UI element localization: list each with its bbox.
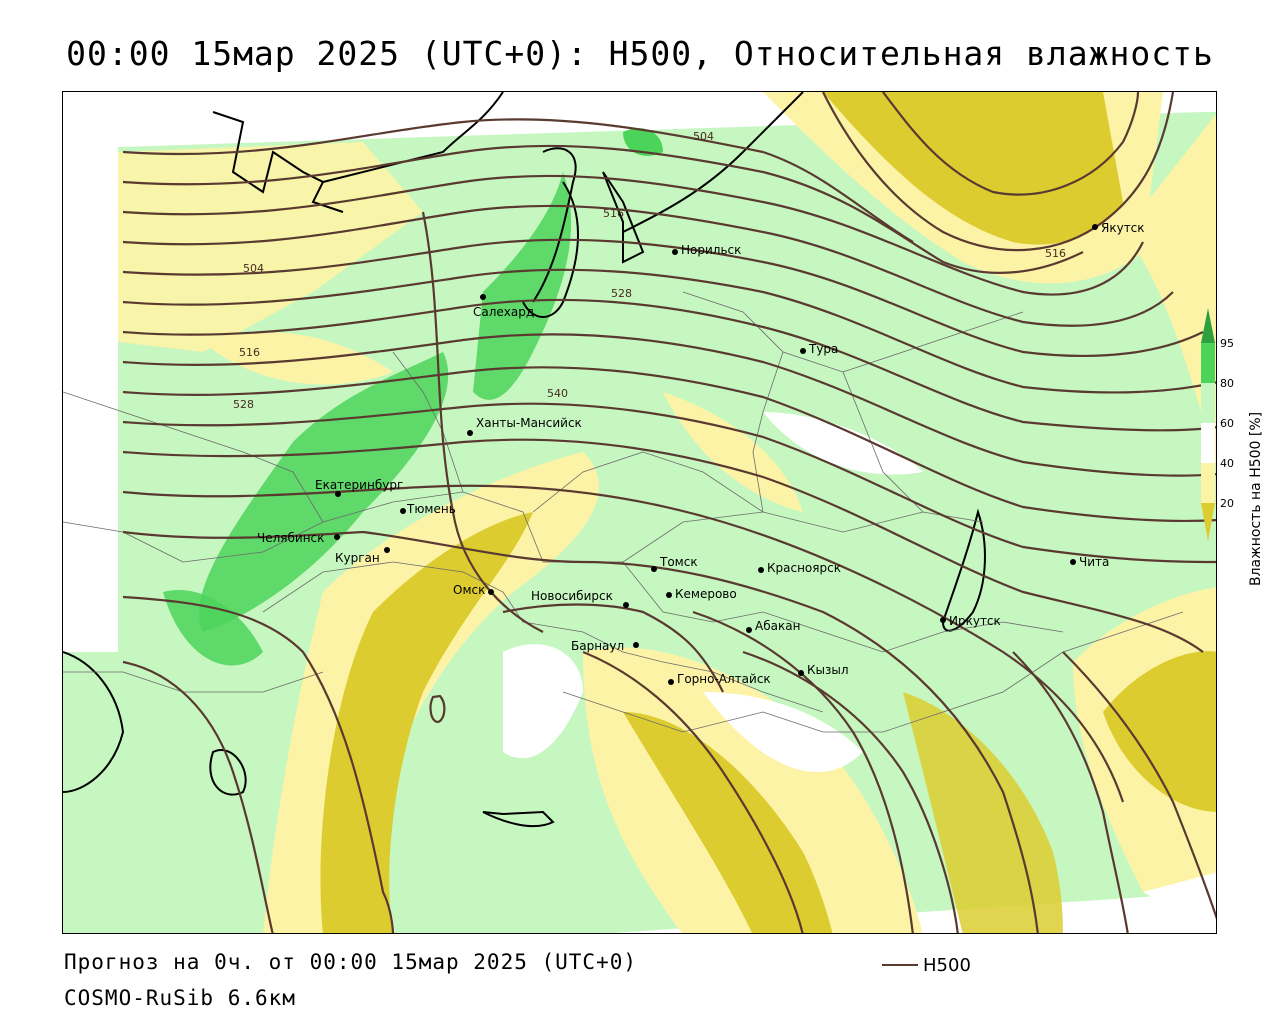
svg-text:Омск: Омск	[453, 583, 485, 597]
city-abakan: Абакан	[746, 619, 800, 633]
city-norilsk: Норильск	[672, 243, 741, 257]
city-kyzyl: Кызыл	[798, 663, 849, 677]
humidity-field	[63, 92, 1216, 933]
colorbar-tick: 60	[1220, 417, 1234, 430]
svg-text:Чита: Чита	[1079, 555, 1109, 569]
city-yakutsk: Якутск	[1092, 221, 1145, 235]
city-gorno-altaysk: Горно-Алтайск	[668, 672, 771, 686]
city-tomsk: Томск	[651, 555, 698, 572]
colorbar-swatch	[1201, 343, 1215, 383]
contour-legend-sample	[882, 964, 918, 966]
coastlines	[63, 92, 986, 828]
city-khanty-mansiysk: Ханты-Мансийск	[467, 416, 582, 436]
city-kurgan: Курган	[335, 547, 390, 565]
city-krasnoyarsk: Красноярск	[758, 561, 841, 575]
svg-text:Салехард: Салехард	[473, 305, 534, 319]
colorbar-tick: 80	[1220, 377, 1234, 390]
contour-label: 528	[611, 287, 632, 300]
svg-text:Красноярск: Красноярск	[767, 561, 841, 575]
contour-label: 516	[1045, 247, 1066, 260]
h500-contours	[122, 92, 1216, 933]
svg-text:Абакан: Абакан	[755, 619, 800, 633]
colorbar-swatch	[1201, 463, 1215, 503]
contour-label: 516	[603, 207, 624, 220]
svg-text:Томск: Томск	[659, 555, 698, 569]
svg-text:Тюмень: Тюмень	[406, 502, 456, 516]
humidity-colorbar: 95 80 60 40 20	[1201, 308, 1234, 541]
city-tyumen: Тюмень	[400, 502, 456, 516]
svg-text:Кызыл: Кызыл	[807, 663, 849, 677]
city-novosibirsk: Новосибирск	[531, 589, 629, 608]
city-omsk: Омск	[453, 583, 494, 597]
contour-labels: 504 516 528 540 504 516 528 516	[233, 130, 1066, 411]
svg-text:Кемерово: Кемерово	[675, 587, 737, 601]
colorbar-arrow-top	[1201, 308, 1215, 343]
model-name: COSMO-RuSib 6.6км	[64, 986, 296, 1010]
colorbar-swatch	[1201, 423, 1215, 463]
city-salekhard: Салехард	[473, 294, 534, 319]
map-title: 00:00 15мар 2025 (UTC+0): H500, Относите…	[66, 34, 1214, 73]
city-chelyabinsk: Челябинск	[257, 531, 340, 545]
contour-label: 504	[693, 130, 714, 143]
city-barnaul: Барнаул	[571, 639, 639, 653]
svg-text:Тура: Тура	[808, 342, 838, 356]
colorbar-swatch	[1201, 383, 1215, 423]
contour-label: 528	[233, 398, 254, 411]
city-irkutsk: Иркутск	[940, 614, 1001, 628]
svg-text:Челябинск: Челябинск	[257, 531, 324, 545]
svg-text:Норильск: Норильск	[681, 243, 741, 257]
svg-text:Иркутск: Иркутск	[949, 614, 1001, 628]
map-canvas: 504 516 528 540 504 516 528 516 Норильск…	[63, 92, 1216, 933]
contour-label: 516	[239, 346, 260, 359]
colorbar-tick: 20	[1220, 497, 1234, 510]
svg-text:Горно-Алтайск: Горно-Алтайск	[677, 672, 771, 686]
city-chita: Чита	[1070, 555, 1109, 569]
colorbar-title-text: Влажность на H500 [%]	[1248, 412, 1264, 586]
forecast-info: Прогноз на 0ч. от 00:00 15мар 2025 (UTC+…	[64, 950, 638, 974]
svg-text:Новосибирск: Новосибирск	[531, 589, 613, 603]
contour-label: 504	[243, 262, 264, 275]
colorbar-tick: 95	[1220, 337, 1234, 350]
colorbar-title: Влажность на H500 [%]	[1248, 412, 1264, 586]
svg-text:Ханты-Мансийск: Ханты-Мансийск	[476, 416, 582, 430]
city-tura: Тура	[800, 342, 838, 356]
svg-text:Екатеринбург: Екатеринбург	[315, 478, 403, 492]
svg-text:Якутск: Якутск	[1101, 221, 1145, 235]
colorbar-arrow-bottom	[1201, 503, 1215, 541]
cities: Норильск Якутск Салехард Тура Ханты-Манс…	[257, 221, 1145, 686]
contour-label: 540	[547, 387, 568, 400]
forecast-map: 504 516 528 540 504 516 528 516 Норильск…	[62, 91, 1217, 934]
city-kemerovo: Кемерово	[666, 587, 737, 601]
contour-legend-label: H500	[923, 955, 971, 976]
svg-text:Курган: Курган	[335, 551, 380, 565]
svg-text:Барнаул: Барнаул	[571, 639, 624, 653]
city-yekaterinburg: Екатеринбург	[315, 478, 403, 497]
colorbar-tick: 40	[1220, 457, 1234, 470]
